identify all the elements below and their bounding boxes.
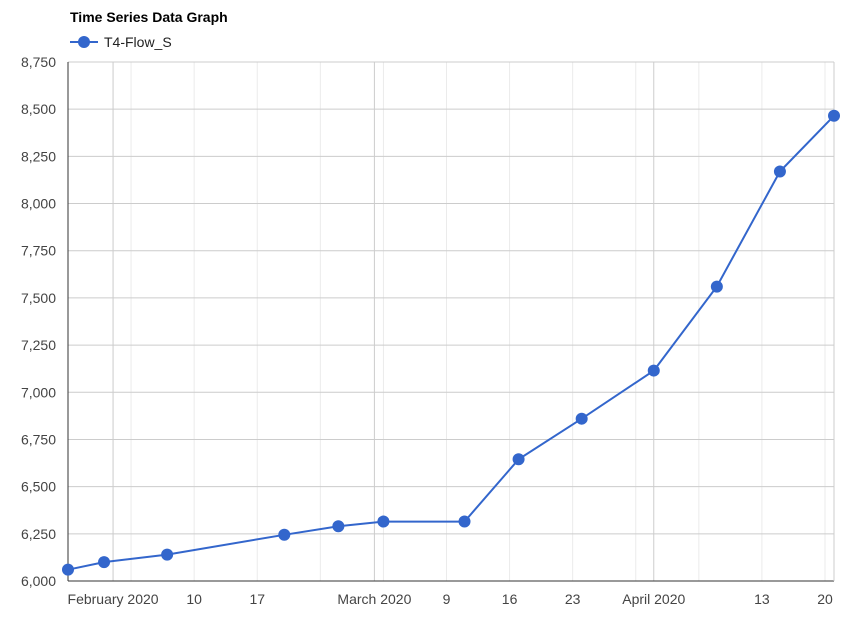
data-point <box>377 515 390 528</box>
x-tick-label: 10 <box>186 591 202 607</box>
data-point <box>647 364 660 377</box>
data-point <box>98 556 111 569</box>
y-tick-label: 7,250 <box>21 337 56 353</box>
y-tick-label: 8,000 <box>21 196 56 212</box>
x-tick-label: 9 <box>443 591 451 607</box>
data-point <box>828 109 840 122</box>
data-point <box>332 520 345 533</box>
series-line <box>67 115 835 571</box>
y-tick-label: 8,250 <box>21 148 56 164</box>
data-point <box>710 280 723 293</box>
data-point <box>512 453 525 466</box>
y-tick-label: 8,750 <box>21 54 56 70</box>
legend-label: T4-Flow_S <box>104 34 172 50</box>
y-tick-label: 6,500 <box>21 479 56 495</box>
data-point <box>458 515 471 528</box>
chart-title: Time Series Data Graph <box>70 9 228 25</box>
data-point <box>161 548 174 561</box>
y-tick-label: 6,000 <box>21 573 56 589</box>
x-tick-label: 17 <box>249 591 265 607</box>
y-tick-label: 7,000 <box>21 384 56 400</box>
legend-marker-icon <box>70 34 98 50</box>
y-tick-label: 7,500 <box>21 290 56 306</box>
x-tick-label: 23 <box>565 591 581 607</box>
y-tick-label: 6,250 <box>21 526 56 542</box>
x-tick-label: February 2020 <box>68 591 159 607</box>
x-tick-label: March 2020 <box>337 591 411 607</box>
data-point <box>62 563 74 576</box>
x-tick-label: 20 <box>817 591 833 607</box>
data-point <box>773 165 786 178</box>
y-tick-label: 8,500 <box>21 101 56 117</box>
y-tick-label: 6,750 <box>21 431 56 447</box>
x-tick-label: 16 <box>502 591 518 607</box>
legend-dot <box>78 36 90 48</box>
y-tick-label: 7,750 <box>21 243 56 259</box>
legend[interactable]: T4-Flow_S <box>70 33 172 51</box>
x-tick-label: 13 <box>754 591 770 607</box>
data-point <box>575 412 588 425</box>
x-tick-label: April 2020 <box>622 591 685 607</box>
data-point <box>278 528 291 541</box>
